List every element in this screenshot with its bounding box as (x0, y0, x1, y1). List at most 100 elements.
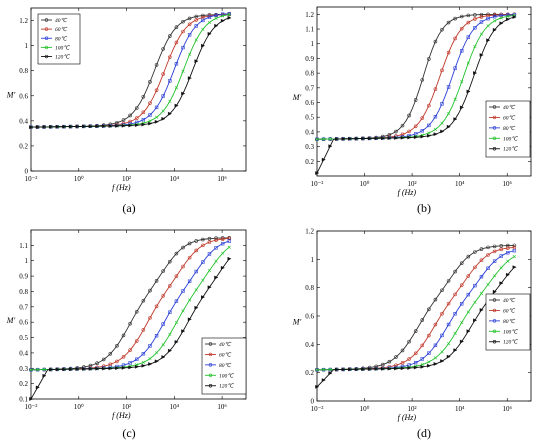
data-point (128, 321, 132, 326)
data-point (479, 53, 484, 57)
data-point (194, 248, 199, 253)
y-tick-label: 0.8 (19, 288, 28, 296)
plot-area (30, 7, 247, 172)
legend: 40℃ 60℃ 80℃ 100℃ 120℃ (201, 337, 247, 395)
data-point (505, 243, 510, 248)
data-point (492, 27, 497, 32)
legend-entry: 100℃ (219, 372, 234, 379)
legend-entry: 120℃ (503, 339, 518, 346)
legend-marker (492, 115, 497, 120)
data-point (154, 119, 159, 124)
data-point (128, 361, 132, 365)
data-point (446, 279, 451, 283)
data-point (108, 352, 113, 356)
data-point (174, 62, 179, 66)
y-tick-label: 0.6 (305, 313, 314, 321)
series-line-1 (316, 13, 515, 140)
data-point (154, 359, 159, 364)
data-point (315, 171, 320, 175)
data-point (400, 348, 405, 353)
data-point (466, 61, 470, 65)
data-point (413, 98, 418, 102)
data-point (181, 329, 186, 334)
y-axis-label: M′ (292, 318, 302, 327)
legend-marker (208, 384, 213, 388)
data-point (427, 57, 431, 61)
x-tick-label: 10² (122, 175, 131, 183)
data-point (354, 367, 359, 372)
data-point (148, 362, 153, 366)
data-point (420, 318, 425, 322)
data-point (486, 38, 491, 43)
data-point (194, 239, 199, 243)
data-point (473, 318, 478, 323)
data-point (167, 259, 172, 264)
data-point (194, 288, 198, 292)
legend-entry: 80℃ (219, 362, 232, 369)
data-point (446, 111, 451, 116)
data-point (512, 265, 517, 270)
y-tick-label: 0.4 (19, 349, 28, 357)
data-point (387, 366, 392, 371)
data-point (188, 52, 192, 56)
data-point (187, 76, 192, 81)
x-tick-label: 10⁰ (74, 175, 84, 183)
data-point (167, 284, 172, 288)
data-point (505, 246, 510, 250)
data-point (115, 123, 120, 128)
data-point (29, 397, 34, 401)
data-point (161, 72, 165, 76)
data-point (499, 21, 504, 26)
x-tick-label: 10⁶ (502, 405, 512, 413)
x-tick-label: 10⁰ (360, 180, 370, 188)
data-point (227, 256, 232, 261)
data-point (55, 124, 60, 129)
data-point (348, 367, 353, 372)
data-point (108, 124, 113, 128)
data-point (440, 129, 445, 134)
data-point (499, 244, 503, 248)
data-point (194, 14, 199, 19)
data-point (427, 133, 432, 138)
data-point (207, 31, 212, 36)
legend-entry: 80℃ (503, 125, 516, 132)
data-point (181, 245, 185, 250)
data-point (420, 78, 425, 82)
legend-entry: 80℃ (503, 318, 516, 325)
data-point (181, 19, 185, 24)
data-point (427, 333, 431, 338)
data-point (168, 332, 172, 336)
data-point (453, 97, 457, 102)
series-line-1 (317, 244, 515, 371)
data-point (453, 36, 457, 41)
data-point (512, 243, 517, 248)
series-line-3 (316, 14, 515, 140)
data-point (459, 14, 464, 19)
data-point (453, 312, 457, 316)
legend-entry: 100℃ (503, 135, 518, 142)
y-tick-label: 1.2 (305, 228, 314, 236)
data-point (446, 85, 451, 89)
data-point (506, 259, 510, 263)
y-tick-label: 0.9 (305, 55, 314, 63)
data-point (207, 240, 212, 244)
data-point (407, 366, 412, 370)
data-point (187, 279, 192, 283)
data-point (479, 20, 484, 24)
legend: 40℃ 60℃ 80℃ 100℃ 120℃ (485, 293, 531, 351)
legend-entry: 40℃ (55, 17, 68, 24)
y-tick-label: 0.2 (305, 158, 314, 166)
data-point (167, 348, 173, 353)
data-point (148, 101, 152, 106)
data-point (374, 136, 379, 141)
y-tick-label: 0.5 (19, 334, 28, 342)
data-point (361, 136, 366, 141)
data-point (49, 367, 54, 372)
data-point (207, 268, 212, 273)
data-point (486, 282, 490, 287)
data-point (161, 47, 165, 51)
data-point (220, 265, 225, 270)
data-point (407, 357, 411, 361)
data-point (154, 334, 159, 338)
data-point (101, 366, 106, 371)
